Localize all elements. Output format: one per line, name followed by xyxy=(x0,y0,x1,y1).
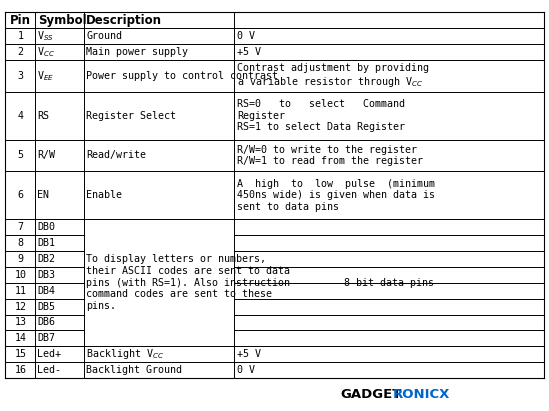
Text: 11: 11 xyxy=(14,286,26,296)
Text: Backlight Ground: Backlight Ground xyxy=(86,365,182,375)
Text: RS=0   to   select   Command
Register
RS=1 to select Data Register: RS=0 to select Command Register RS=1 to … xyxy=(237,99,405,132)
Text: +5 V: +5 V xyxy=(237,47,261,57)
Text: V$_{SS}$: V$_{SS}$ xyxy=(37,29,54,43)
Text: R/W=0 to write to the register
R/W=1 to read from the register: R/W=0 to write to the register R/W=1 to … xyxy=(237,145,423,166)
Text: R/W: R/W xyxy=(37,150,55,160)
Text: Read/write: Read/write xyxy=(86,150,146,160)
Text: 0 V: 0 V xyxy=(237,365,255,375)
Text: DB7: DB7 xyxy=(37,333,55,343)
Text: 7: 7 xyxy=(17,222,23,232)
Text: 14: 14 xyxy=(14,333,26,343)
Text: 2: 2 xyxy=(17,47,23,57)
Text: To display letters or numbers,
their ASCII codes are sent to data
pins (with RS=: To display letters or numbers, their ASC… xyxy=(86,254,290,311)
Text: 0 V: 0 V xyxy=(237,31,255,41)
Text: Backlight V$_{CC}$: Backlight V$_{CC}$ xyxy=(86,347,164,361)
Text: DB1: DB1 xyxy=(37,238,55,248)
Text: 13: 13 xyxy=(14,317,26,328)
Text: A  high  to  low  pulse  (minimum
450ns wide) is given when data is
sent to data: A high to low pulse (minimum 450ns wide)… xyxy=(237,179,435,212)
Text: Main power supply: Main power supply xyxy=(86,47,188,57)
Text: 9: 9 xyxy=(17,254,23,264)
Text: Power supply to control contrast: Power supply to control contrast xyxy=(86,71,278,81)
Text: 15: 15 xyxy=(14,349,26,359)
Text: 1: 1 xyxy=(17,31,23,41)
Text: Contrast adjustment by providing
a variable resistor through V$_{CC}$: Contrast adjustment by providing a varia… xyxy=(237,63,429,89)
Text: Register Select: Register Select xyxy=(86,111,176,121)
Text: 16: 16 xyxy=(14,365,26,375)
Text: V$_{CC}$: V$_{CC}$ xyxy=(37,45,55,59)
Text: Description: Description xyxy=(86,14,163,27)
Text: Symbol: Symbol xyxy=(38,14,86,27)
Text: DB4: DB4 xyxy=(37,286,55,296)
Text: RONICX: RONICX xyxy=(393,388,450,401)
Text: DB0: DB0 xyxy=(37,222,55,232)
Text: RS: RS xyxy=(37,111,49,121)
Text: 5: 5 xyxy=(17,150,23,160)
Text: Ground: Ground xyxy=(86,31,122,41)
Text: 6: 6 xyxy=(17,190,23,200)
Text: DB6: DB6 xyxy=(37,317,55,328)
Text: DB5: DB5 xyxy=(37,302,55,312)
Text: GADGET: GADGET xyxy=(340,388,402,401)
Text: Led+: Led+ xyxy=(37,349,61,359)
Text: DB3: DB3 xyxy=(37,270,55,280)
Text: 8-bit data pins: 8-bit data pins xyxy=(344,278,434,288)
Text: EN: EN xyxy=(37,190,49,200)
Text: 3: 3 xyxy=(17,71,23,81)
Text: 12: 12 xyxy=(14,302,26,312)
Text: Enable: Enable xyxy=(86,190,122,200)
Text: Pin: Pin xyxy=(10,14,31,27)
Text: 10: 10 xyxy=(14,270,26,280)
Text: 4: 4 xyxy=(17,111,23,121)
Text: V$_{EE}$: V$_{EE}$ xyxy=(37,69,54,83)
Text: +5 V: +5 V xyxy=(237,349,261,359)
Text: Led-: Led- xyxy=(37,365,61,375)
Text: 8: 8 xyxy=(17,238,23,248)
Text: DB2: DB2 xyxy=(37,254,55,264)
